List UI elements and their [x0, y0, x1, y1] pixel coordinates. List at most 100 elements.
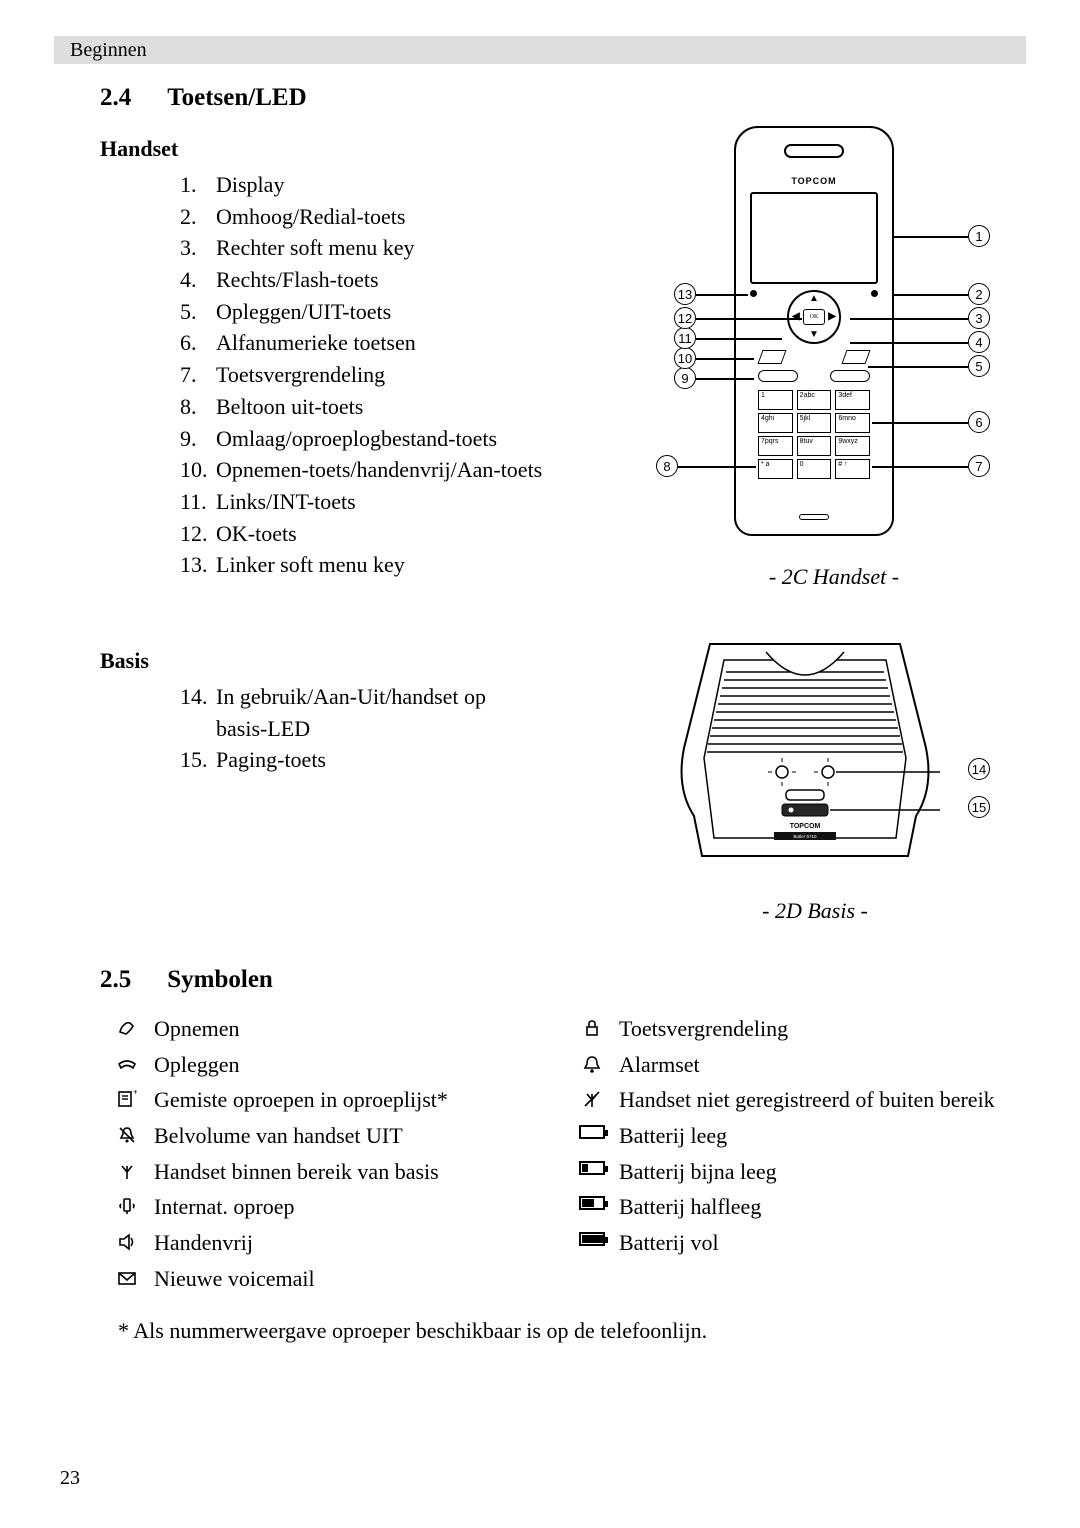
list-item: 6.Alfanumerieke toetsen [180, 328, 640, 358]
symbol-row: Batterij halfleeg [565, 1192, 1020, 1222]
lead-line [868, 366, 968, 368]
keypad-key: 7pqrs [758, 436, 793, 456]
callout-15: 15 [968, 796, 990, 818]
list-number: 5. [180, 297, 216, 327]
list-text: Beltoon uit-toets [216, 392, 363, 422]
section-title: Symbolen [167, 966, 273, 994]
list-number: 6. [180, 328, 216, 358]
symbol-row: Nieuwe voicemail [100, 1264, 555, 1294]
list-number: 14. [180, 682, 216, 712]
battery-empty-icon [579, 1125, 605, 1139]
symbol-label: Gemiste oproepen in oproeplijst* [154, 1085, 448, 1115]
list-text: basis-LED [100, 714, 640, 744]
callout-2: 2 [968, 283, 990, 305]
battery-full-icon [579, 1232, 605, 1246]
keypad-key: 6mno [835, 413, 870, 433]
list-item: 13.Linker soft menu key [180, 550, 640, 580]
handset-list: 1.Display2.Omhoog/Redial-toets3.Rechter … [100, 170, 640, 580]
list-number: 13. [180, 550, 216, 580]
list-number: 15. [180, 745, 216, 775]
section-25-heading: 2.5 Symbolen [100, 966, 1020, 994]
section-number: 2.5 [100, 966, 131, 994]
symbol-label: Batterij vol [619, 1228, 719, 1258]
pill-right-icon [830, 370, 870, 382]
callout-14: 14 [968, 758, 990, 780]
symbol-row: Handset niet geregistreerd of buiten ber… [565, 1085, 1020, 1115]
list-number: 12. [180, 519, 216, 549]
list-item: 15.Paging-toets [100, 745, 640, 775]
pill-left-icon [758, 370, 798, 382]
keypad-key: 4ghi [758, 413, 793, 433]
list-text: Linker soft menu key [216, 550, 405, 580]
footnote: * Als nummerweergave oproeper beschikbaa… [100, 1318, 1020, 1344]
callout-1: 1 [968, 225, 990, 247]
symbol-row: Alarmset [565, 1050, 1020, 1080]
phone-down-icon [100, 1050, 154, 1074]
symbol-label: Toetsvergrendeling [619, 1014, 788, 1044]
lead-line [872, 422, 968, 424]
lead-line [696, 378, 754, 380]
bell-off-icon [100, 1121, 154, 1145]
batt-0-icon [565, 1121, 619, 1139]
softkey-left-dot [750, 290, 757, 297]
list-item: 2.Omhoog/Redial-toets [180, 202, 640, 232]
basis-figure: TOPCOM Butler 5710 14 15 [650, 638, 1020, 898]
list-number: 7. [180, 360, 216, 390]
symbol-row: Opnemen [100, 1014, 555, 1044]
lead-line [696, 338, 782, 340]
keypad: 12abc3def4ghi5jkl6mno7pqrs8tuv9wxyz* a0#… [758, 390, 870, 482]
symbol-label: Batterij bijna leeg [619, 1157, 777, 1187]
list-text: In gebruik/Aan-Uit/handset op [216, 682, 486, 712]
symbol-label: Alarmset [619, 1050, 700, 1080]
list-number: 1. [180, 170, 216, 200]
callout-5: 5 [968, 355, 990, 377]
symbols-table: Opnemen Opleggen + Gemiste oproepen in opro… [100, 1008, 1020, 1300]
symbol-row: Handenvrij [100, 1228, 555, 1258]
battery-low-icon [579, 1161, 605, 1175]
callout-8: 8 [656, 455, 678, 477]
keypad-key: 5jkl [797, 413, 832, 433]
handset-heading: Handset [100, 136, 640, 162]
list-item: 10.Opnemen-toets/handenvrij/Aan-toets [180, 455, 640, 485]
lead-line [850, 318, 968, 320]
breadcrumb-bar: Beginnen [54, 36, 1026, 64]
symbol-label: Opnemen [154, 1014, 240, 1044]
list-number: 10. [180, 455, 216, 485]
lead-line [872, 466, 968, 468]
lead-line [850, 342, 968, 344]
callout-6: 6 [968, 411, 990, 433]
ok-button-icon: OK [803, 309, 825, 325]
basis-heading: Basis [100, 648, 640, 674]
int-call-icon [100, 1192, 154, 1216]
list-item: 14.In gebruik/Aan-Uit/handset op [100, 682, 640, 712]
list-item: 1.Display [180, 170, 640, 200]
speaker-icon [100, 1228, 154, 1252]
batt-1-icon [565, 1157, 619, 1175]
arrow-left-icon: ◀ [792, 312, 800, 322]
arrow-up-icon: ▲ [809, 294, 819, 304]
arrow-right-icon: ▶ [828, 312, 836, 322]
list-text: Rechter soft menu key [216, 233, 415, 263]
keypad-key: 0 [797, 459, 832, 479]
section-title: Toetsen/LED [167, 84, 306, 112]
page-number: 23 [60, 1467, 80, 1490]
callout-12: 12 [674, 307, 696, 329]
keypad-key: 8tuv [797, 436, 832, 456]
symbol-label: Handset binnen bereik van basis [154, 1157, 439, 1187]
list-text: OK-toets [216, 519, 297, 549]
symbol-row: Batterij bijna leeg [565, 1157, 1020, 1187]
list-number: 8. [180, 392, 216, 422]
list-text: Opnemen-toets/handenvrij/Aan-toets [216, 455, 542, 485]
mic-icon [799, 514, 829, 520]
list-item: 5.Opleggen/UIT-toets [180, 297, 640, 327]
list-text: Rechts/Flash-toets [216, 265, 379, 295]
svg-text:+: + [133, 1089, 137, 1097]
alarm-icon [565, 1050, 619, 1074]
symbol-row: + Gemiste oproepen in oproeplijst* [100, 1085, 555, 1115]
symbol-label: Handenvrij [154, 1228, 253, 1258]
lead-line [696, 318, 802, 320]
symbol-label: Opleggen [154, 1050, 240, 1080]
list-text: Alfanumerieke toetsen [216, 328, 416, 358]
list-text: Omhoog/Redial-toets [216, 202, 405, 232]
lead-line [678, 466, 756, 468]
